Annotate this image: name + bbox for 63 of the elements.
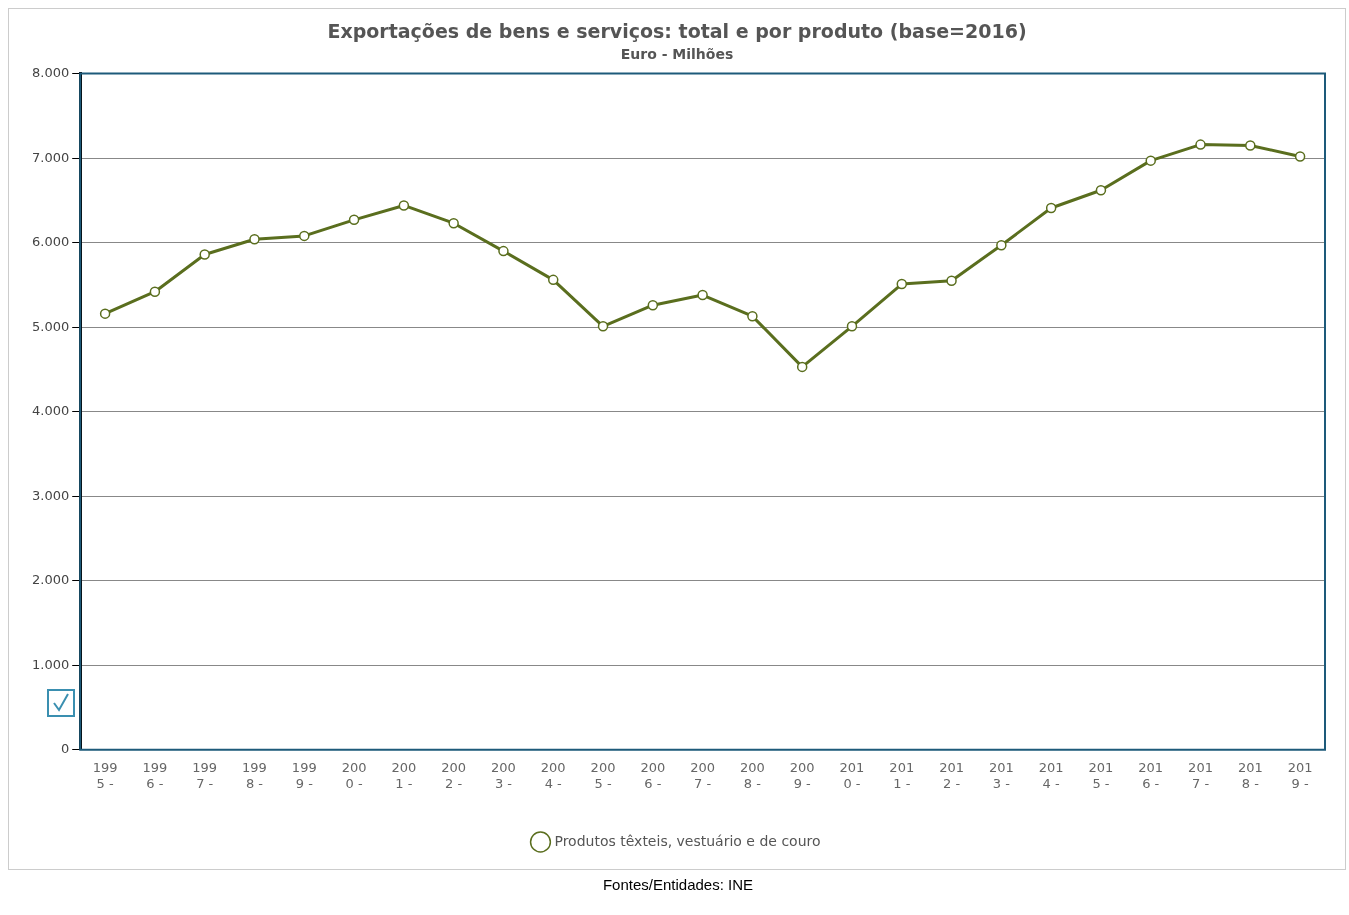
point: [199, 249, 210, 260]
x-tick-label: 2006 -: [640, 759, 666, 791]
point: [1195, 139, 1206, 150]
point: [796, 361, 808, 373]
x-tick-label: 2011 -: [889, 759, 915, 791]
point: [398, 200, 410, 211]
x-tick-label: 1996 -: [142, 759, 168, 791]
x-tick-label: 2001 -: [391, 759, 417, 791]
legend-label: Produtos têxteis, vestuário e de couro: [554, 832, 821, 849]
x-tick-label: 2000 -: [341, 759, 367, 791]
point: [1294, 151, 1306, 162]
text: Fontes/Entidades: INE: [601, 876, 755, 893]
y-tick-label: 1.000: [32, 656, 70, 672]
point: [348, 214, 360, 226]
point: [747, 310, 758, 322]
y-tick-label: 4.000: [32, 403, 70, 419]
point: [896, 278, 908, 290]
point: [448, 217, 459, 229]
x-tick-label: 2015 -: [1088, 759, 1114, 791]
x-tick-label: 2008 -: [739, 759, 765, 791]
point: [597, 321, 609, 332]
x-tick-label: 2004 -: [540, 759, 566, 791]
x-tick-label: 1999 -: [291, 759, 317, 791]
point: [498, 245, 509, 257]
y-tick-label: 5.000: [32, 318, 70, 334]
x-tick-label: 2009 -: [789, 759, 815, 791]
y-tick-label: 2.000: [32, 572, 70, 588]
chart-subtitle: Euro - Milhões: [620, 45, 734, 62]
point: [846, 321, 858, 332]
point: [1145, 155, 1156, 166]
x-tick-label: 2019 -: [1287, 759, 1313, 791]
x-tick-label: 2003 -: [491, 759, 516, 791]
point: [99, 308, 111, 319]
point: [547, 274, 559, 286]
point: [249, 234, 260, 245]
point: [1245, 140, 1256, 151]
x-tick-label: 2007 -: [690, 759, 716, 791]
chart-title: Exportações de bens e serviços: total e por produto (base=2016): [327, 20, 1027, 43]
x-tick-label: 1995 -: [92, 759, 118, 791]
y-tick-label: 0: [60, 741, 70, 757]
point: [1045, 202, 1057, 214]
point: [996, 239, 1007, 251]
point: [946, 275, 957, 286]
x-tick-label: 2018 -: [1237, 759, 1263, 791]
y-tick-label: 8.000: [32, 64, 70, 80]
x-tick-label: 1998 -: [242, 759, 267, 791]
x-tick-label: 2002 -: [441, 759, 467, 791]
point: [1095, 184, 1107, 196]
x-tick-label: 2016 -: [1138, 759, 1164, 791]
x-tick-label: 2005 -: [590, 759, 616, 791]
x-tick-label: 1997 -: [192, 759, 218, 791]
point: [647, 299, 659, 311]
x-tick-label: 2017 -: [1188, 759, 1213, 791]
x-tick-label: 2014 -: [1038, 759, 1064, 791]
point: [299, 230, 310, 242]
y-tick-label: 7.000: [32, 149, 70, 165]
point: [697, 289, 708, 301]
x-tick-label: 2012 -: [939, 759, 964, 791]
y-tick-label: 3.000: [32, 487, 70, 503]
y-tick-label: 6.000: [32, 234, 70, 250]
x-tick-label: 2010 -: [839, 759, 865, 791]
point: [149, 286, 161, 297]
x-tick-label: 2013 -: [988, 759, 1014, 791]
